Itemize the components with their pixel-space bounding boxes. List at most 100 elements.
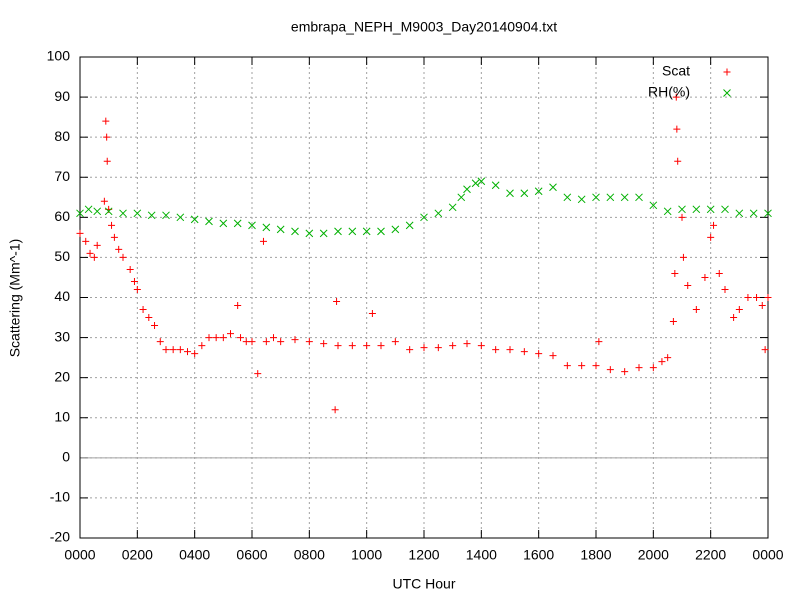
- marker-stroke: [678, 213, 686, 221]
- marker-stroke: [103, 157, 111, 165]
- marker-stroke: [649, 201, 658, 210]
- point: [721, 285, 729, 293]
- marker-stroke: [76, 209, 84, 218]
- marker-stroke: [305, 338, 313, 346]
- point: [305, 338, 313, 346]
- point: [649, 201, 658, 210]
- point: [735, 306, 743, 314]
- marker-stroke: [198, 342, 206, 350]
- marker-stroke: [477, 342, 485, 350]
- x-axis-label: UTC Hour: [392, 576, 455, 592]
- point: [563, 362, 571, 370]
- marker-stroke: [672, 93, 680, 101]
- point: [291, 227, 299, 236]
- point: [254, 370, 262, 378]
- marker-stroke: [463, 185, 471, 194]
- marker-stroke: [692, 306, 700, 314]
- marker-stroke: [606, 366, 614, 374]
- point: [86, 249, 94, 257]
- marker-stroke: [133, 285, 141, 293]
- marker-stroke: [76, 229, 84, 237]
- marker-stroke: [506, 346, 514, 354]
- marker-stroke: [635, 193, 643, 202]
- point: [270, 334, 277, 342]
- point: [126, 265, 134, 273]
- point: [259, 237, 267, 245]
- point: [563, 193, 572, 202]
- y-tick-label: -10: [50, 489, 70, 505]
- point: [434, 209, 443, 218]
- marker-stroke: [334, 342, 342, 350]
- y-tick-label: 30: [54, 328, 70, 344]
- point: [93, 207, 102, 216]
- marker-stroke: [212, 334, 220, 342]
- marker-stroke: [578, 362, 586, 370]
- marker-stroke: [305, 229, 314, 238]
- marker-stroke: [420, 344, 428, 352]
- marker-stroke: [391, 225, 400, 234]
- point: [108, 221, 116, 229]
- x-tick-label: 1800: [580, 547, 611, 563]
- point: [368, 310, 376, 318]
- point: [248, 338, 256, 346]
- marker-stroke: [669, 318, 677, 326]
- point: [219, 334, 227, 342]
- point: [606, 193, 615, 202]
- point: [684, 281, 692, 289]
- marker-stroke: [434, 209, 443, 218]
- point: [669, 318, 677, 326]
- point: [363, 342, 371, 350]
- marker-stroke: [169, 346, 177, 354]
- marker-stroke: [592, 362, 600, 370]
- point: [491, 181, 500, 190]
- marker-stroke: [191, 350, 199, 358]
- marker-stroke: [104, 207, 113, 216]
- marker-stroke: [162, 211, 170, 220]
- marker-stroke: [363, 342, 371, 350]
- legend-marker: [723, 89, 731, 97]
- point: [761, 346, 769, 354]
- point: [377, 342, 385, 350]
- point: [362, 227, 371, 236]
- x-tick-label: 0000: [752, 547, 783, 563]
- marker-stroke: [758, 302, 766, 310]
- marker-stroke: [115, 245, 123, 253]
- marker-stroke: [563, 193, 572, 202]
- point: [151, 322, 159, 330]
- x-tick-label: 0200: [122, 547, 153, 563]
- point: [621, 368, 629, 376]
- marker-stroke: [658, 358, 666, 366]
- point: [262, 338, 270, 346]
- marker-stroke: [319, 229, 328, 238]
- marker-stroke: [420, 213, 428, 222]
- marker-stroke: [262, 223, 271, 232]
- point: [276, 225, 285, 234]
- marker-stroke: [151, 322, 159, 330]
- point: [169, 346, 177, 354]
- point: [664, 354, 672, 362]
- marker-stroke: [723, 89, 731, 97]
- marker-stroke: [606, 193, 615, 202]
- marker-stroke: [721, 285, 729, 293]
- marker-stroke: [620, 193, 629, 202]
- point: [277, 338, 285, 346]
- marker-stroke: [119, 209, 127, 218]
- legend-marker: [723, 68, 731, 76]
- y-tick-label: 100: [47, 48, 71, 64]
- y-tick-label: 80: [54, 128, 70, 144]
- x-tick-label: 0800: [294, 547, 325, 563]
- point: [115, 245, 123, 253]
- marker-stroke: [270, 334, 277, 342]
- point: [663, 207, 672, 216]
- y-tick-label: 60: [54, 208, 70, 224]
- point: [191, 350, 199, 358]
- point: [492, 346, 500, 354]
- point: [320, 340, 328, 348]
- point: [90, 253, 98, 261]
- point: [672, 93, 680, 101]
- point: [205, 334, 213, 342]
- point: [156, 338, 164, 346]
- point: [457, 193, 466, 202]
- point: [658, 358, 666, 366]
- point: [102, 117, 110, 125]
